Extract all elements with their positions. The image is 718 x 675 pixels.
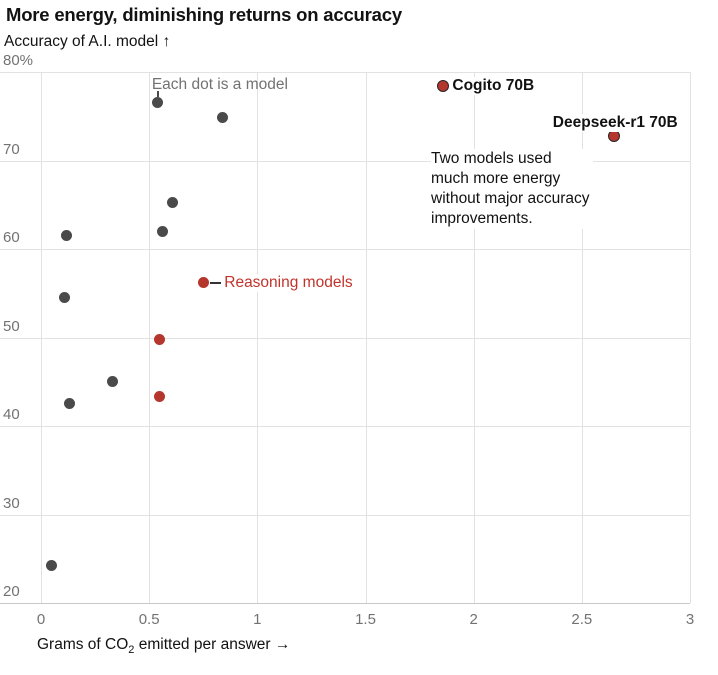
y-tick-label: 50 xyxy=(3,317,23,337)
leader-line-icon xyxy=(209,281,221,284)
y-tick-label: 60 xyxy=(3,229,23,248)
gridline-horizontal xyxy=(0,514,690,516)
gridline-horizontal xyxy=(0,160,690,162)
gridline-horizontal xyxy=(0,72,690,73)
data-point xyxy=(61,230,73,242)
leader-line-icon xyxy=(156,90,159,98)
data-point xyxy=(167,196,179,208)
x-tick-label: 0.5 xyxy=(138,611,160,628)
gridline-horizontal xyxy=(0,603,690,604)
x-axis-title: Grams of CO2 emitted per answer → xyxy=(37,636,290,656)
data-point xyxy=(154,333,166,345)
gridline-vertical xyxy=(365,72,367,603)
gridline-horizontal xyxy=(0,249,690,250)
x-tick-label: 1 xyxy=(253,611,262,628)
x-axis-title-text: Grams of CO xyxy=(37,636,129,653)
y-tick-label: 20 xyxy=(3,583,23,602)
x-axis-title-text: emitted per answer → xyxy=(134,636,291,653)
data-point xyxy=(436,79,449,92)
data-point xyxy=(59,292,71,304)
y-tick-label: 30 xyxy=(3,494,23,514)
data-point xyxy=(46,560,58,572)
x-tick-label: 1.5 xyxy=(355,611,376,628)
x-axis-title-subscript: 2 xyxy=(128,644,135,657)
data-point xyxy=(156,225,168,237)
annotation-each-dot: Each dot is a model xyxy=(151,76,288,94)
gridline-vertical xyxy=(149,72,151,603)
data-point xyxy=(217,111,229,123)
x-tick-label: 3 xyxy=(685,611,695,628)
data-point xyxy=(106,376,118,388)
gridline-horizontal xyxy=(0,337,690,339)
annotation-reasoning-models: Reasoning models xyxy=(222,273,355,292)
point-label-deepseek: Deepseek-r1 70B xyxy=(550,113,680,132)
gridline-vertical xyxy=(257,72,259,603)
x-tick-label: 0 xyxy=(36,611,46,628)
chart-title: More energy, diminishing returns on accu… xyxy=(6,4,402,25)
data-point xyxy=(152,97,164,109)
gridline-vertical xyxy=(581,72,583,603)
y-axis-title: Accuracy of A.I. model ↑ xyxy=(4,33,171,50)
y-tick-label: 70 xyxy=(3,140,23,160)
y-tick-label: 80% xyxy=(3,52,37,71)
x-tick-label: 2 xyxy=(469,611,478,628)
gridline-vertical xyxy=(473,72,475,603)
gridline-vertical xyxy=(41,72,42,603)
data-point xyxy=(607,130,620,143)
y-tick-label: 40 xyxy=(3,406,23,425)
gridline-horizontal xyxy=(0,426,690,427)
annotation-two-models: Two models used much more energy without… xyxy=(431,149,593,229)
x-tick-label: 2.5 xyxy=(571,611,593,628)
data-point xyxy=(154,391,166,403)
data-point xyxy=(63,398,75,410)
point-label-cogito: Cogito 70B xyxy=(450,76,537,95)
data-point xyxy=(197,277,209,289)
gridline-vertical xyxy=(690,72,691,603)
